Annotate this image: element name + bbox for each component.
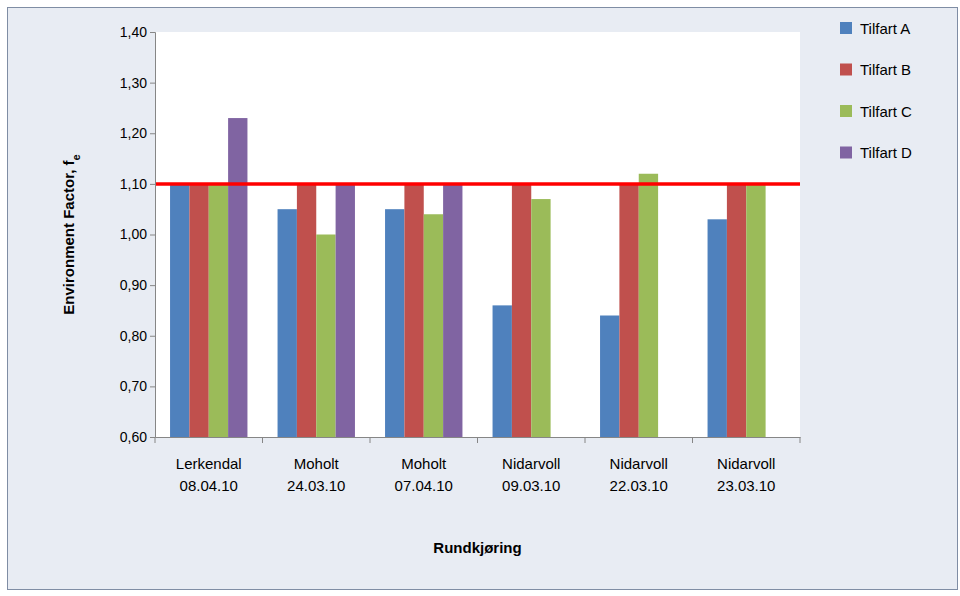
- legend-label: Tilfart B: [860, 61, 911, 78]
- y-tick-mark: [150, 285, 155, 286]
- y-tick: 0,80: [120, 328, 155, 344]
- chart-background: [8, 8, 958, 590]
- legend-item: Tilfart D: [840, 144, 912, 161]
- y-tick: 1,10: [120, 176, 155, 192]
- legend-label: Tilfart C: [860, 103, 912, 120]
- y-tick-label: 1,10: [120, 176, 147, 192]
- x-tick: Moholt07.04.10: [395, 455, 453, 494]
- category-separator: [585, 437, 586, 443]
- y-tick-mark: [150, 32, 155, 33]
- y-tick-mark: [150, 336, 155, 337]
- x-tick-label: Nidarvoll23.03.10: [717, 455, 775, 494]
- legend-item: Tilfart A: [840, 20, 910, 37]
- y-tick-label: 1,20: [120, 125, 147, 141]
- bar: [512, 184, 531, 437]
- category-separator: [262, 437, 263, 443]
- bar: [209, 184, 228, 437]
- legend-item: Tilfart B: [840, 61, 911, 78]
- y-tick: 1,30: [120, 75, 155, 91]
- y-tick-label: 0,70: [120, 378, 147, 394]
- category-separators: [155, 437, 800, 443]
- bar: [385, 209, 404, 437]
- y-tick-mark: [150, 83, 155, 84]
- category-separator: [370, 437, 371, 443]
- x-tick: Nidarvoll23.03.10: [717, 455, 775, 494]
- bar: [170, 184, 189, 437]
- bar: [189, 184, 208, 437]
- bar: [316, 235, 335, 438]
- bar: [228, 118, 247, 437]
- bar: [708, 219, 727, 437]
- x-axis: Lerkendal08.04.10 Moholt24.03.10 Moholt07.…: [156, 438, 801, 495]
- y-axis-title: Environment Factor, fe: [60, 154, 82, 314]
- plot-background: [155, 32, 800, 437]
- bar: [336, 184, 355, 437]
- bar: [404, 184, 423, 437]
- bar: [278, 209, 297, 437]
- category-separator: [692, 437, 693, 443]
- y-tick-mark: [150, 386, 155, 387]
- legend-swatch: [840, 22, 852, 34]
- x-tick: Nidarvoll22.03.10: [610, 455, 668, 494]
- y-tick-mark: [150, 184, 155, 185]
- x-tick: Moholt24.03.10: [287, 455, 345, 494]
- y-axis: 0,60 0,70 0,80 0,90 1,00 1,10 1,20 1,30 1,40: [120, 24, 156, 445]
- bar: [600, 316, 619, 438]
- y-tick-label: 0,80: [120, 328, 147, 344]
- legend-swatch: [840, 147, 852, 159]
- y-tick-label: 0,60: [120, 429, 147, 445]
- legend-label: Tilfart A: [860, 20, 910, 37]
- y-tick: 0,90: [120, 277, 155, 293]
- legend-swatch: [840, 64, 852, 76]
- y-tick: 1,40: [120, 24, 155, 40]
- y-tick: 0,60: [120, 429, 155, 445]
- legend: Tilfart A Tilfart B Tilfart C Tilfart D: [840, 20, 912, 162]
- y-tick-label: 0,90: [120, 277, 147, 293]
- x-tick-label: Moholt07.04.10: [395, 455, 453, 494]
- legend-label: Tilfart D: [860, 144, 912, 161]
- bar: [424, 214, 443, 437]
- bar: [297, 184, 316, 437]
- category-separator: [477, 437, 478, 443]
- y-tick-mark: [150, 437, 155, 438]
- y-tick: 1,20: [120, 125, 155, 141]
- chart: 0,60 0,70 0,80 0,90 1,00 1,10 1,20 1,30 1,40 Lerk…: [0, 0, 960, 596]
- bar: [619, 184, 638, 437]
- category-separator: [800, 437, 801, 443]
- y-tick: 0,70: [120, 378, 155, 394]
- y-tick-mark: [150, 235, 155, 236]
- bar: [493, 305, 512, 437]
- category-separator: [155, 437, 156, 443]
- x-tick-label: Moholt24.03.10: [287, 455, 345, 494]
- bar: [639, 174, 658, 437]
- legend-swatch: [840, 105, 852, 117]
- x-tick: Lerkendal08.04.10: [176, 455, 242, 494]
- bar: [727, 184, 746, 437]
- x-tick-label: Nidarvoll09.03.10: [502, 455, 560, 494]
- x-tick: Nidarvoll09.03.10: [502, 455, 560, 494]
- y-tick-label: 1,00: [120, 226, 147, 242]
- y-axis-line: [150, 33, 156, 438]
- bars: [155, 118, 800, 437]
- bar: [531, 199, 550, 437]
- threshold-line: [155, 182, 800, 186]
- bar: [746, 184, 765, 437]
- bar: [443, 184, 462, 437]
- y-tick: 1,00: [120, 226, 155, 242]
- legend-item: Tilfart C: [840, 103, 912, 120]
- y-tick-mark: [150, 133, 155, 134]
- x-tick-label: Lerkendal08.04.10: [176, 455, 242, 494]
- x-axis-title: Rundkjøring: [433, 539, 521, 556]
- y-tick-label: 1,40: [120, 24, 147, 40]
- y-tick-label: 1,30: [120, 75, 147, 91]
- x-tick-label: Nidarvoll22.03.10: [610, 455, 668, 494]
